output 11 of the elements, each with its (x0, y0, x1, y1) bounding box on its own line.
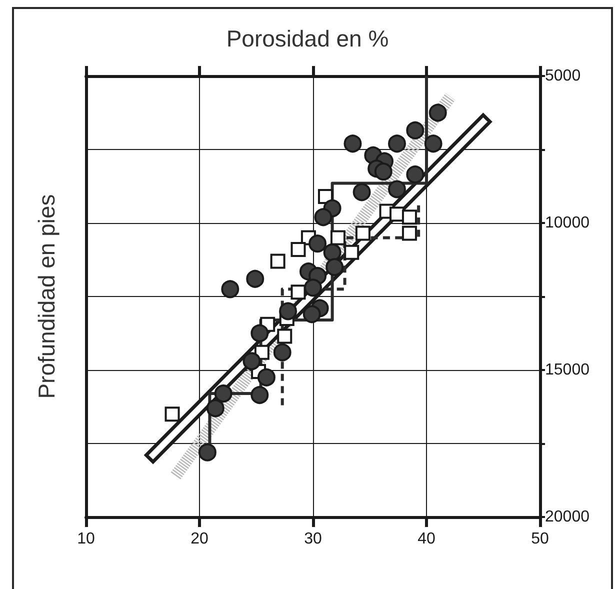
x-tick-label: 40 (418, 530, 436, 548)
chart-title: Porosidad en % (226, 26, 389, 52)
x-tick-label: 30 (304, 530, 322, 548)
y-tick-label: 20000 (545, 508, 590, 526)
x-tick-label: 20 (190, 530, 208, 548)
y-tick-label: 10000 (545, 214, 590, 232)
y-axis-title: Profundidad en pies (34, 194, 60, 399)
x-tick-label: 50 (531, 530, 549, 548)
x-tick-label: 10 (77, 530, 95, 548)
y-tick-label: 15000 (545, 362, 590, 378)
y-tick-label: 5000 (545, 68, 581, 84)
